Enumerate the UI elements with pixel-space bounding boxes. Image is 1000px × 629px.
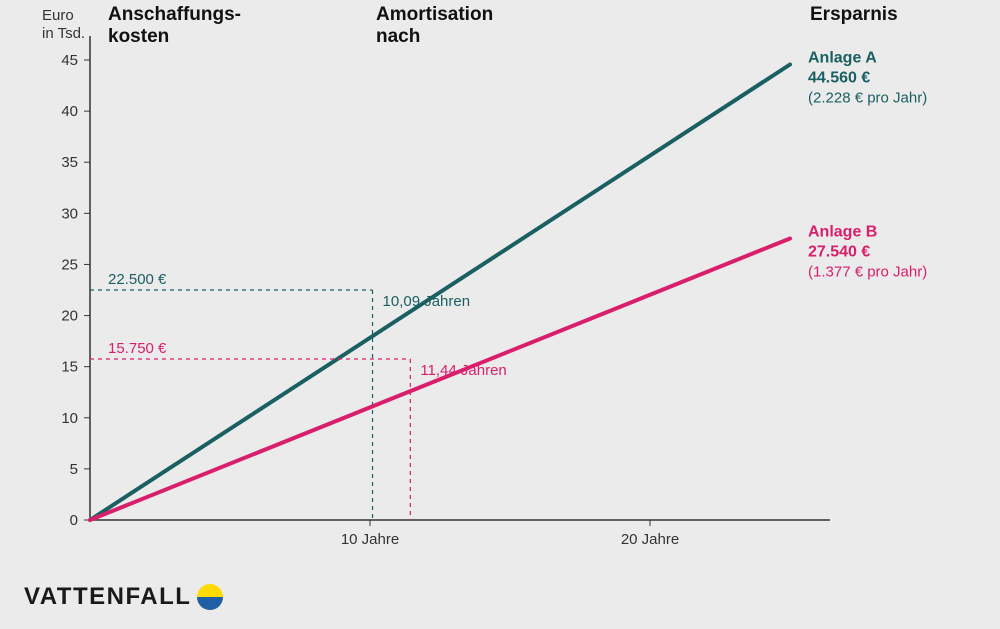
series-a-legend-amount: 44.560 € bbox=[808, 69, 870, 86]
brand-name: VATTENFALL bbox=[24, 583, 191, 611]
y-tick-label: 20 bbox=[61, 308, 78, 325]
y-tick-label: 25 bbox=[61, 256, 78, 273]
brand-mark-icon bbox=[197, 584, 223, 610]
y-tick-label: 40 bbox=[61, 103, 78, 120]
header-anschaffung: kosten bbox=[108, 26, 169, 47]
series-b-legend-per-year: (1.377 € pro Jahr) bbox=[808, 263, 927, 280]
y-tick-label: 15 bbox=[61, 359, 78, 376]
header-amortisation: Amortisation bbox=[376, 4, 493, 25]
y-axis-title: Euro bbox=[42, 7, 74, 24]
y-tick-label: 0 bbox=[70, 512, 78, 529]
amortisation-chart: 0 5 10 15 20 25 30 35 40 45 Euroin Tsd. 10 Jahre 20 … bbox=[0, 0, 1000, 580]
x-tick-label: 20 Jahre bbox=[621, 531, 679, 548]
series-a-cost-label: 22.500 € bbox=[108, 271, 167, 288]
header-ersparnis: Ersparnis bbox=[810, 4, 898, 25]
brand-logo: VATTENFALL bbox=[24, 583, 223, 611]
y-tick-label: 30 bbox=[61, 205, 78, 222]
header-anschaffung: Anschaffungs- bbox=[108, 4, 241, 25]
y-tick-label: 10 bbox=[61, 410, 78, 427]
series-a-legend-per-year: (2.228 € pro Jahr) bbox=[808, 89, 927, 106]
y-tick-label: 5 bbox=[70, 461, 78, 478]
header-amortisation: nach bbox=[376, 26, 420, 47]
series-b-line bbox=[90, 238, 790, 520]
series-b-legend-amount: 27.540 € bbox=[808, 243, 870, 260]
series-b-legend-name: Anlage B bbox=[808, 223, 877, 240]
y-tick-label: 35 bbox=[61, 154, 78, 171]
y-tick-label: 45 bbox=[61, 52, 78, 69]
series-b-amort-label: 11,44 Jahren bbox=[420, 362, 506, 379]
series-b-cost-label: 15.750 € bbox=[108, 340, 167, 357]
series-a-legend-name: Anlage A bbox=[808, 49, 877, 66]
y-axis-title: in Tsd. bbox=[42, 25, 85, 42]
x-tick-label: 10 Jahre bbox=[341, 531, 399, 548]
series-a-amort-label: 10,09 Jahren bbox=[383, 293, 471, 310]
